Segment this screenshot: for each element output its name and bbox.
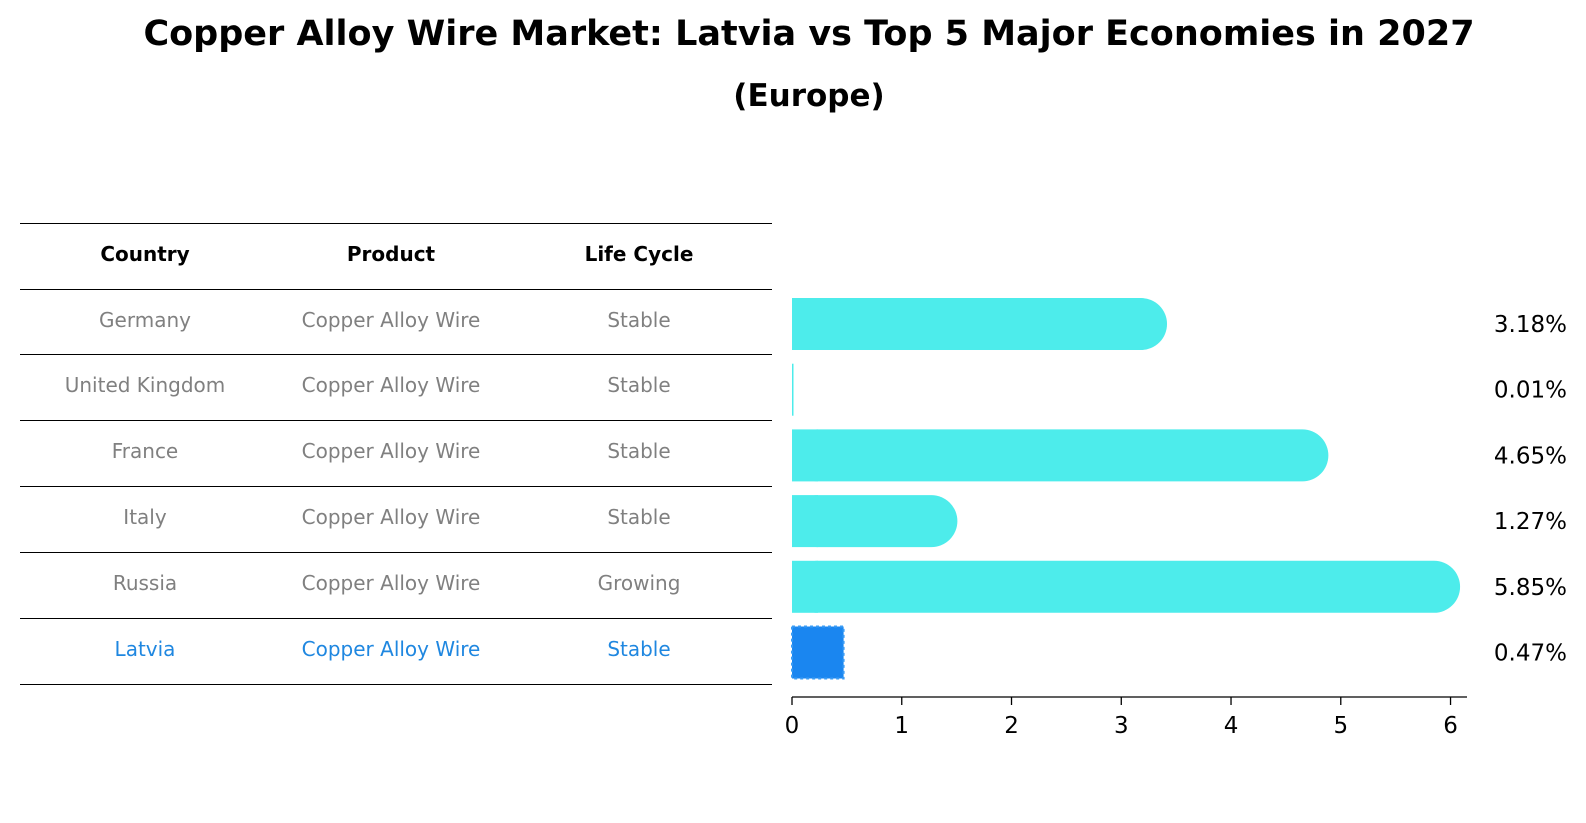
cell-life-cycle: Stable (607, 308, 671, 332)
cell-life-cycle-highlight: Stable (607, 637, 671, 661)
header-country: Country (100, 242, 190, 266)
table-rule (20, 618, 772, 619)
cell-product: Copper Alloy Wire (301, 439, 481, 463)
bar-italy (792, 495, 958, 548)
bar-united-kingdom (792, 363, 794, 416)
cell-life-cycle: Stable (607, 373, 671, 397)
value-label: 4.65% (1494, 443, 1567, 469)
bar-russia (792, 560, 1461, 613)
bar-base (792, 560, 818, 613)
cell-product: Copper Alloy Wire (301, 505, 481, 529)
cell-country-highlight: Latvia (114, 637, 176, 661)
x-tick-label: 1 (894, 713, 909, 739)
cell-country: Germany (99, 308, 191, 332)
x-axis: 0 1 2 3 4 5 6 (785, 696, 1467, 739)
x-tick-label: 3 (1114, 713, 1129, 739)
bar-base (792, 298, 818, 350)
bar-base (792, 429, 818, 482)
cell-country: France (111, 439, 179, 463)
bar-germany (792, 298, 1168, 350)
cell-product: Copper Alloy Wire (301, 571, 481, 595)
cell-country: Russia (112, 571, 178, 595)
x-tick-label: 2 (1004, 713, 1019, 739)
table-rule (20, 552, 772, 553)
chart-subtitle: (Europe) (733, 78, 885, 114)
x-tick-label: 0 (785, 713, 800, 739)
cell-country: Italy (123, 505, 167, 529)
table-rule (20, 354, 772, 355)
x-tick-label: 6 (1443, 713, 1458, 739)
x-tick-label: 4 (1224, 713, 1239, 739)
bar-latvia (791, 625, 845, 680)
header-product: Product (346, 242, 436, 266)
cell-life-cycle: Stable (607, 505, 671, 529)
value-label: 1.27% (1494, 509, 1567, 535)
value-label: 3.18% (1494, 312, 1567, 338)
chart-title: Copper Alloy Wire Market: Latvia vs Top … (143, 14, 1475, 54)
cell-product-highlight: Copper Alloy Wire (301, 637, 481, 661)
table-rule (20, 486, 772, 487)
header-life-cycle: Life Cycle (584, 242, 694, 266)
cell-country: United Kingdom (64, 373, 226, 397)
value-labels-group: 3.18% 0.01% 4.65% 1.27% 5.85% 0.47% (1494, 312, 1567, 667)
table-rule (20, 289, 772, 290)
bar-base (792, 495, 818, 548)
cell-product: Copper Alloy Wire (301, 308, 481, 332)
cell-life-cycle: Growing (597, 571, 681, 595)
cell-product: Copper Alloy Wire (301, 373, 481, 397)
value-label: 5.85% (1494, 575, 1567, 601)
table-rule (20, 684, 772, 685)
cell-life-cycle: Stable (607, 439, 671, 463)
value-label: 0.47% (1494, 641, 1567, 667)
bars-group (791, 298, 1461, 680)
table-rule (20, 420, 772, 421)
x-tick-label: 5 (1333, 713, 1348, 739)
table-rule (20, 223, 772, 224)
bar-france (792, 429, 1329, 482)
value-label: 0.01% (1494, 378, 1567, 404)
